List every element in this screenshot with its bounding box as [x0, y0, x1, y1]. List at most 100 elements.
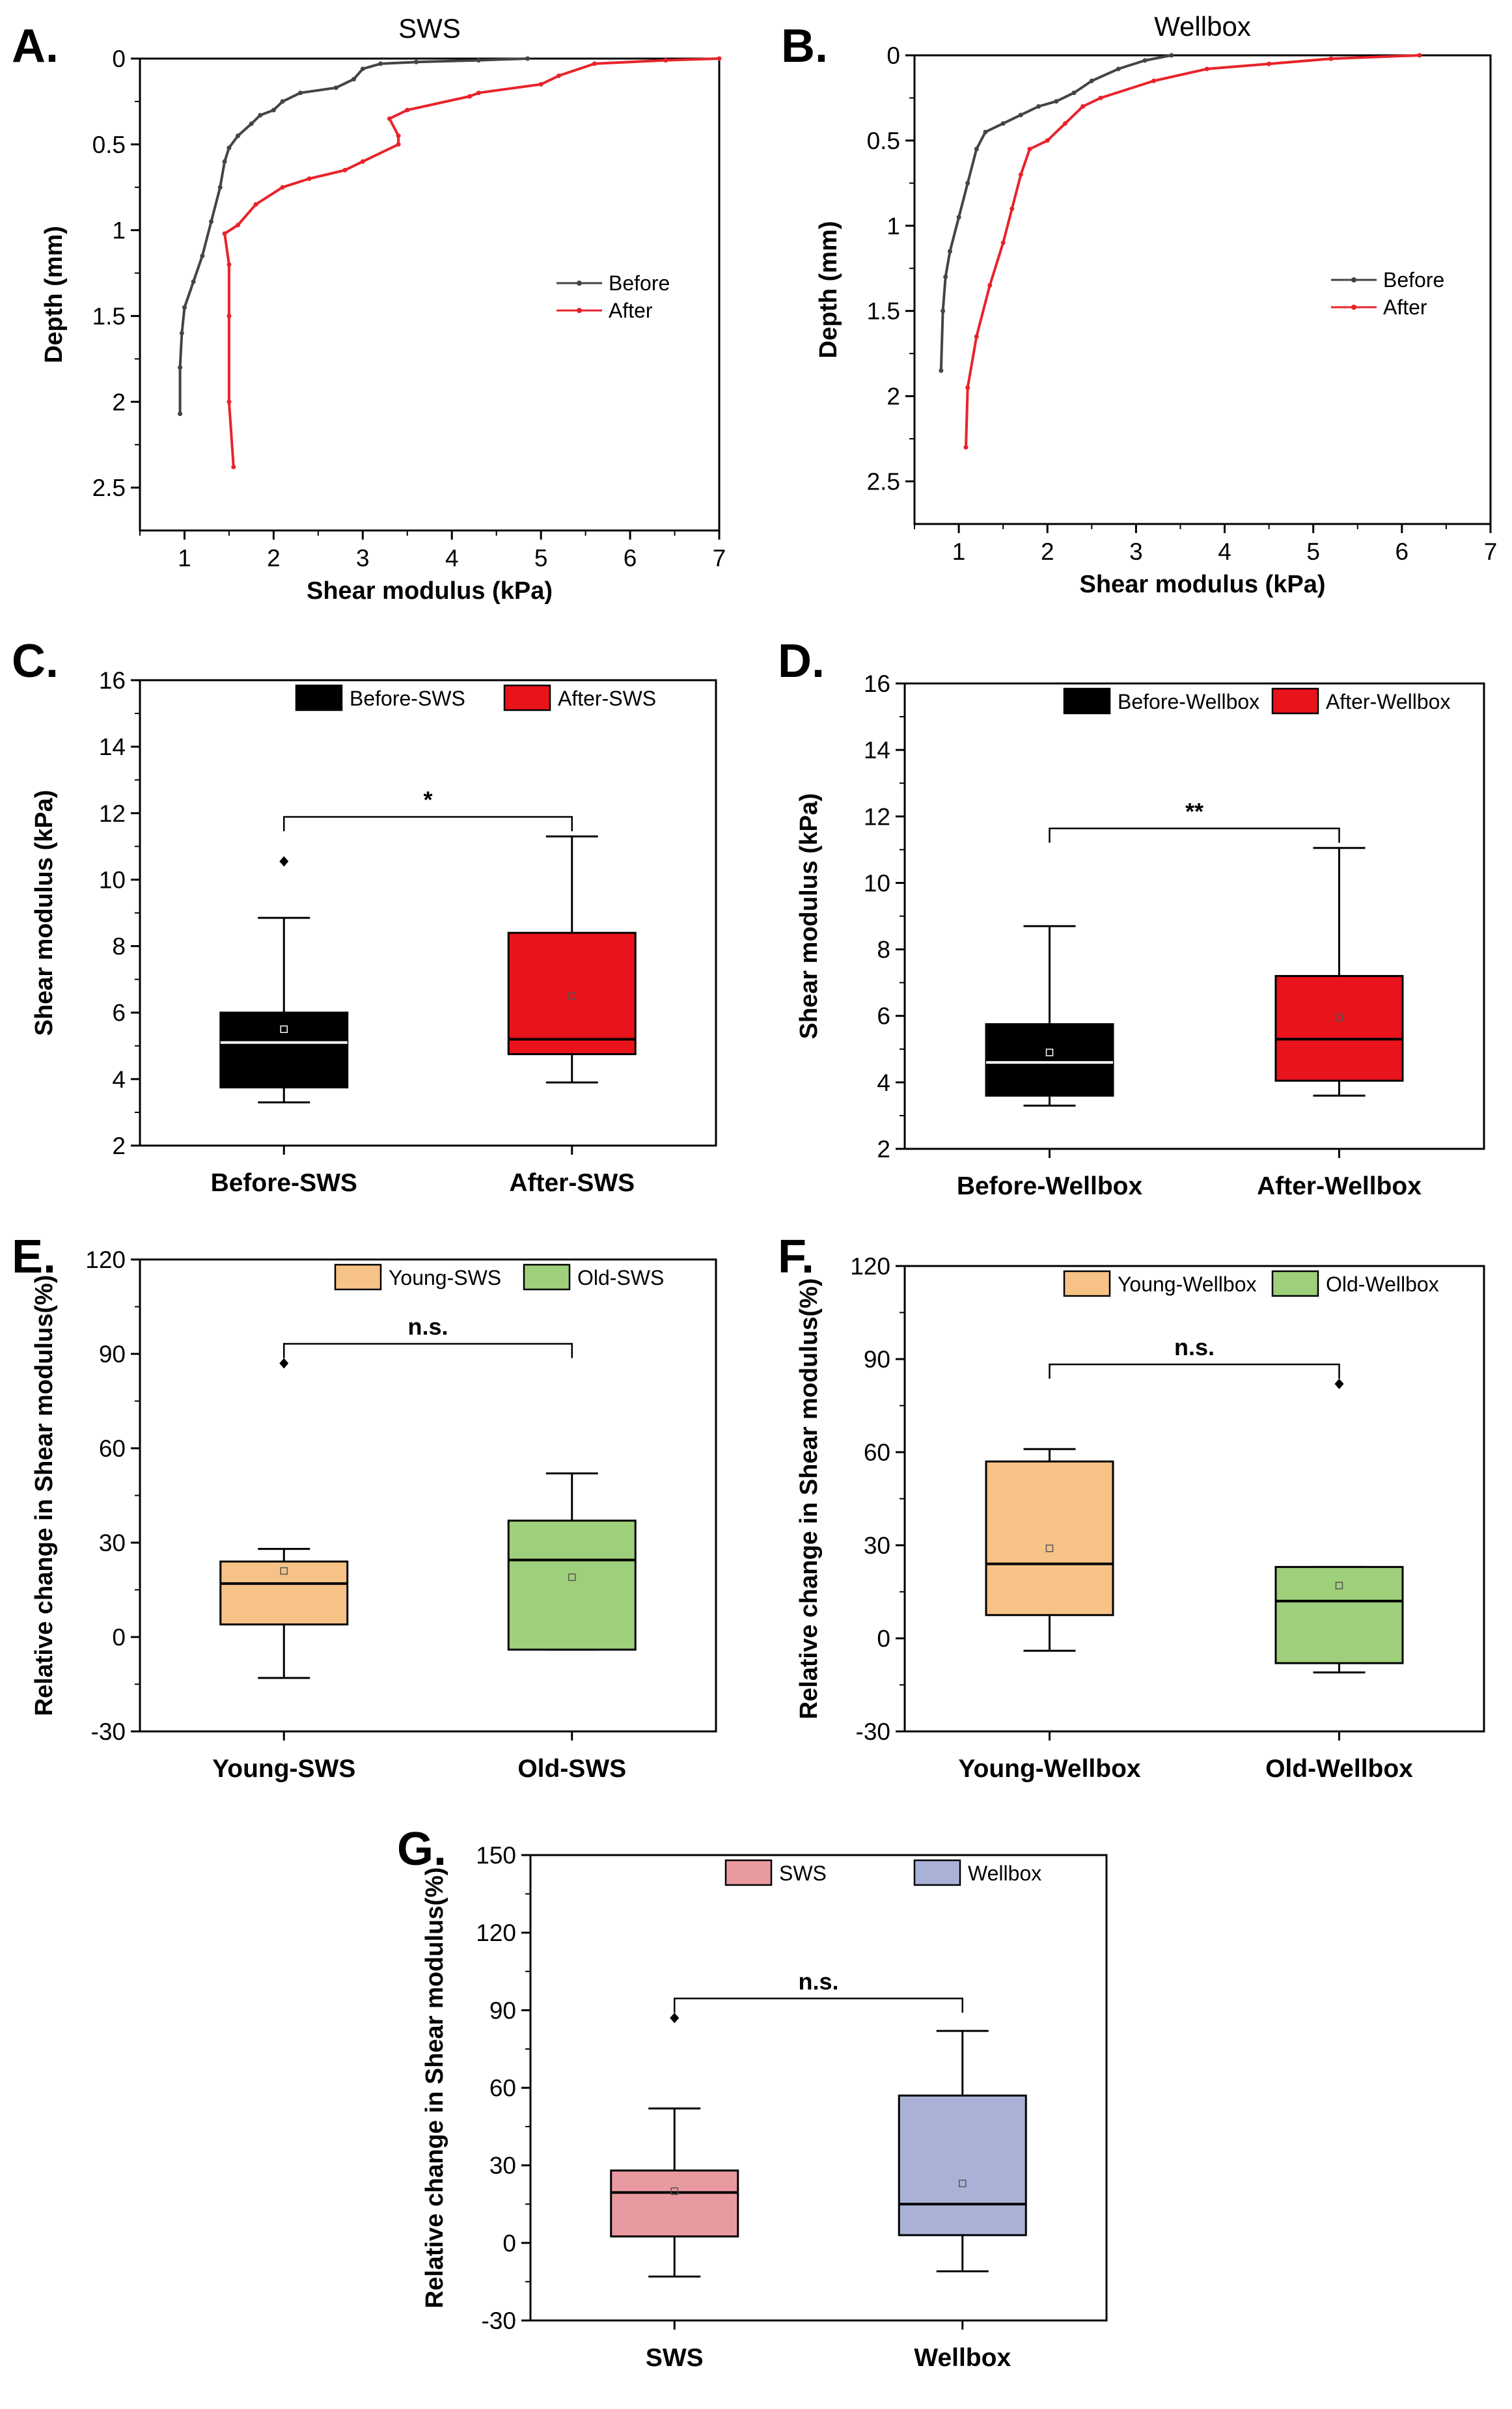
y-tick-label: 1	[112, 217, 126, 244]
legend-swatch	[1063, 687, 1111, 715]
data-point	[1116, 66, 1121, 72]
y-tick-label: 90	[489, 1997, 516, 2024]
data-point	[231, 464, 236, 469]
mean-marker	[1045, 1049, 1054, 1056]
data-point	[1027, 146, 1032, 152]
data-point	[1018, 113, 1023, 118]
category-label: Old-SWS	[517, 1755, 626, 1783]
y-axis-title: Relative change in Shear modulus(%)	[31, 1275, 58, 1716]
series-line	[178, 57, 528, 414]
y-tick-label: 6	[112, 1000, 126, 1026]
y-tick-label: 90	[99, 1341, 126, 1368]
legend-swatch	[1271, 687, 1319, 715]
outlier-point	[1334, 1379, 1344, 1390]
x-tick-label: 3	[1129, 538, 1143, 565]
legend-label: Wellbox	[968, 1862, 1041, 1885]
data-point	[253, 202, 258, 207]
y-tick-label: 60	[864, 1439, 890, 1466]
data-point	[1151, 78, 1157, 83]
y-tick-label: 2	[112, 389, 126, 415]
box-iqr	[898, 2094, 1027, 2237]
x-tick-label: 5	[534, 545, 548, 571]
bracket-line	[1049, 1363, 1340, 1379]
category-label: After-Wellbox	[1257, 1172, 1422, 1200]
legend-label: Before-SWS	[350, 687, 465, 710]
legend-label: After-Wellbox	[1326, 690, 1450, 713]
data-point	[1142, 58, 1148, 63]
legend-label: Young-Wellbox	[1118, 1273, 1256, 1296]
panel-label: C.	[12, 635, 59, 687]
mean-marker	[1045, 1545, 1054, 1552]
data-point	[965, 385, 970, 391]
legend-marker	[577, 308, 582, 313]
data-point	[182, 305, 187, 310]
y-tick-label: 10	[864, 870, 890, 896]
category-label: Young-SWS	[212, 1755, 355, 1783]
data-point	[956, 215, 961, 220]
data-point	[405, 107, 410, 113]
x-tick-label: 6	[624, 545, 637, 571]
data-point	[227, 145, 232, 150]
data-point	[222, 231, 227, 236]
data-point	[191, 279, 196, 284]
y-axis-title: Relative change in Shear modulus(%)	[421, 1867, 448, 2309]
x-tick-label: 4	[445, 545, 459, 571]
data-point	[360, 159, 365, 164]
significance-bracket: **	[1049, 798, 1340, 843]
box-iqr	[610, 2169, 739, 2238]
legend-swatch	[295, 684, 343, 711]
x-tick-label: 4	[1218, 538, 1231, 565]
category-label: Old-Wellbox	[1265, 1755, 1413, 1783]
y-tick-label: 4	[877, 1069, 890, 1096]
category-label: Young-Wellbox	[958, 1755, 1141, 1783]
data-point	[249, 121, 254, 126]
box-iqr	[507, 1519, 637, 1651]
data-point	[1204, 66, 1209, 72]
series-before	[939, 53, 1174, 373]
y-tick-label: 12	[99, 800, 126, 827]
y-tick-label: -30	[91, 1718, 126, 1745]
y-tick-label: -30	[482, 2307, 516, 2334]
outlier-point	[279, 856, 289, 867]
data-point	[396, 142, 401, 147]
series-before	[178, 56, 530, 417]
data-point	[467, 94, 473, 99]
data-point	[1328, 56, 1334, 61]
data-point	[280, 99, 285, 104]
data-point	[280, 185, 285, 190]
x-tick-label: 6	[1395, 538, 1409, 565]
y-tick-label: 1	[887, 213, 900, 240]
y-tick-label: 120	[476, 1920, 516, 1946]
x-tick-label: 7	[1484, 538, 1498, 565]
y-tick-label: 90	[864, 1346, 890, 1373]
data-point	[974, 146, 979, 152]
mean-marker	[280, 1567, 288, 1575]
significance-label: n.s.	[407, 1314, 448, 1340]
series-after	[222, 56, 722, 469]
significance-bracket: *	[283, 786, 573, 832]
legend-marker	[577, 281, 582, 286]
box-wellbox	[898, 2030, 1027, 2273]
data-point	[947, 249, 952, 254]
axes-frame	[529, 1854, 1108, 2322]
y-tick-label: 30	[864, 1532, 890, 1559]
y-tick-label: 0	[877, 1625, 890, 1652]
y-tick-label: 2	[112, 1133, 126, 1159]
data-point	[209, 219, 214, 224]
box-iqr	[219, 1560, 349, 1626]
box-old-wellbox	[1274, 1379, 1404, 1673]
box-young-wellbox	[985, 1448, 1114, 1652]
data-point	[1417, 53, 1422, 58]
x-tick-label: 1	[952, 538, 966, 565]
data-point	[227, 399, 232, 404]
category-label: After-SWS	[509, 1169, 635, 1197]
y-axis-title: Depth (mm)	[40, 226, 68, 363]
y-axis-title: Shear modulus (kPa)	[31, 790, 58, 1036]
data-point	[1071, 90, 1077, 96]
y-tick-label: 150	[476, 1842, 516, 1869]
y-tick-label: 0	[112, 46, 126, 72]
y-tick-label: 2.5	[92, 475, 126, 501]
data-point	[717, 56, 722, 61]
data-point	[1000, 121, 1006, 126]
box-before-sws	[219, 856, 349, 1104]
